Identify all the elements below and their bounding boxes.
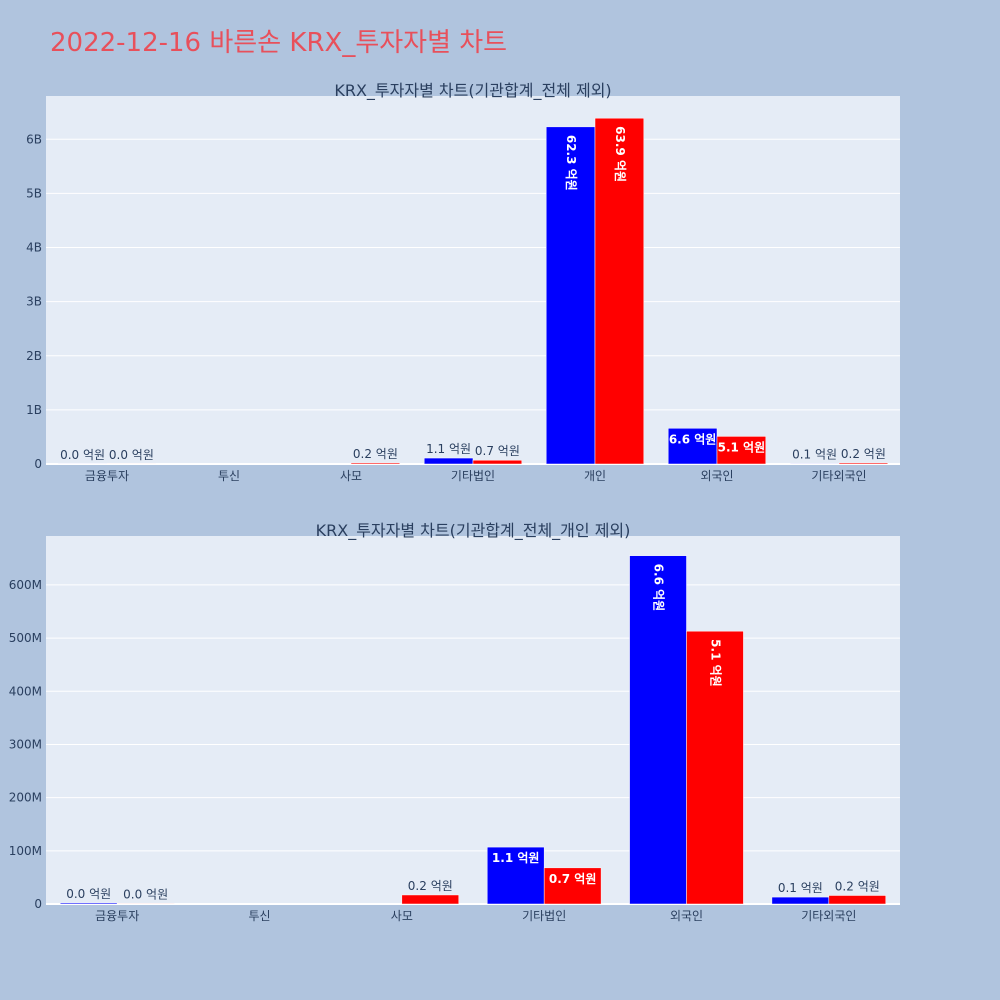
bar-data-label: 1.1 억원 xyxy=(426,442,471,456)
x-tick-label: 기타외국인 xyxy=(801,909,856,923)
bar-data-label: 0.2 억원 xyxy=(408,879,453,893)
bar xyxy=(486,846,545,905)
y-tick-label: 3B xyxy=(26,295,42,309)
chart-2-title: KRX_투자자별 차트(기관합계_전체_개인 제외) xyxy=(316,521,631,541)
bar xyxy=(828,895,887,905)
bar-data-label: 0.1 억원 xyxy=(792,447,837,461)
bar-data-label: 0.0 억원 xyxy=(66,887,111,901)
x-tick-label: 기타법인 xyxy=(451,469,495,483)
bar-data-label: 6.6 억원 xyxy=(669,432,717,446)
bar xyxy=(838,462,889,465)
y-tick-label: 500M xyxy=(9,631,42,645)
y-tick-label: 100M xyxy=(9,844,42,858)
bar-data-label: 5.1 억원 xyxy=(718,440,766,454)
page-title: 2022-12-16 바른손 KRX_투자자별 차트 xyxy=(50,28,508,58)
x-tick-label: 투신 xyxy=(248,909,270,923)
plot-area xyxy=(46,536,900,904)
y-tick-label: 2B xyxy=(26,349,42,363)
plot-area xyxy=(46,96,900,464)
bar-data-label: 0.2 억원 xyxy=(835,879,880,893)
x-tick-label: 사모 xyxy=(340,469,362,483)
y-tick-label: 5B xyxy=(26,186,42,200)
y-tick-label: 200M xyxy=(9,791,42,805)
bar-data-label: 0.7 억원 xyxy=(549,872,597,886)
x-tick-label: 기타법인 xyxy=(522,909,566,923)
bar xyxy=(667,428,718,465)
x-tick-label: 금융투자 xyxy=(85,469,129,483)
bar xyxy=(686,630,744,905)
bar-data-label: 0.7 억원 xyxy=(475,444,520,458)
bar xyxy=(716,436,767,465)
bar xyxy=(545,126,596,465)
bar-data-label: 1.1 억원 xyxy=(492,851,540,865)
bar xyxy=(771,896,830,905)
bar-data-label: 63.9 억원 xyxy=(613,126,627,182)
x-tick-label: 외국인 xyxy=(700,469,733,483)
y-tick-label: 0 xyxy=(34,457,42,471)
bar xyxy=(59,902,118,905)
bar-data-label: 62.3 억원 xyxy=(564,135,578,191)
bar-data-label: 0.2 억원 xyxy=(353,447,398,461)
y-tick-label: 4B xyxy=(26,241,42,255)
bar-data-label: 0.0 억원 xyxy=(109,448,154,462)
x-tick-label: 기타외국인 xyxy=(811,469,866,483)
bar-data-label: 0.0 억원 xyxy=(60,448,105,462)
bar xyxy=(401,894,460,905)
y-tick-label: 300M xyxy=(9,737,42,751)
x-tick-label: 금융투자 xyxy=(95,909,139,923)
y-tick-label: 6B xyxy=(26,132,42,146)
x-tick-label: 개인 xyxy=(584,469,606,483)
bar xyxy=(594,117,645,465)
x-tick-label: 투신 xyxy=(218,469,240,483)
y-tick-label: 400M xyxy=(9,684,42,698)
y-tick-label: 1B xyxy=(26,403,42,417)
y-tick-label: 0 xyxy=(34,897,42,911)
x-tick-label: 외국인 xyxy=(670,909,703,923)
bar xyxy=(472,459,523,465)
bar-data-label: 5.1 억원 xyxy=(708,639,722,687)
bar xyxy=(543,867,602,905)
bar-data-label: 0.1 억원 xyxy=(778,881,823,895)
bar xyxy=(116,903,175,905)
bar xyxy=(350,462,401,465)
bar-data-label: 0.2 억원 xyxy=(841,447,886,461)
x-tick-label: 사모 xyxy=(391,909,413,923)
y-tick-label: 600M xyxy=(9,578,42,592)
bar-data-label: 6.6 억원 xyxy=(652,564,666,612)
chart-1-svg: KRX_투자자별 차트(기관합계_전체 제외) 0 1B 2B 3B 4B 5B 6B 금융투자… xyxy=(26,81,900,483)
chart-1-title: KRX_투자자별 차트(기관합계_전체 제외) xyxy=(334,81,611,101)
bar-data-label: 0.0 억원 xyxy=(123,887,168,901)
